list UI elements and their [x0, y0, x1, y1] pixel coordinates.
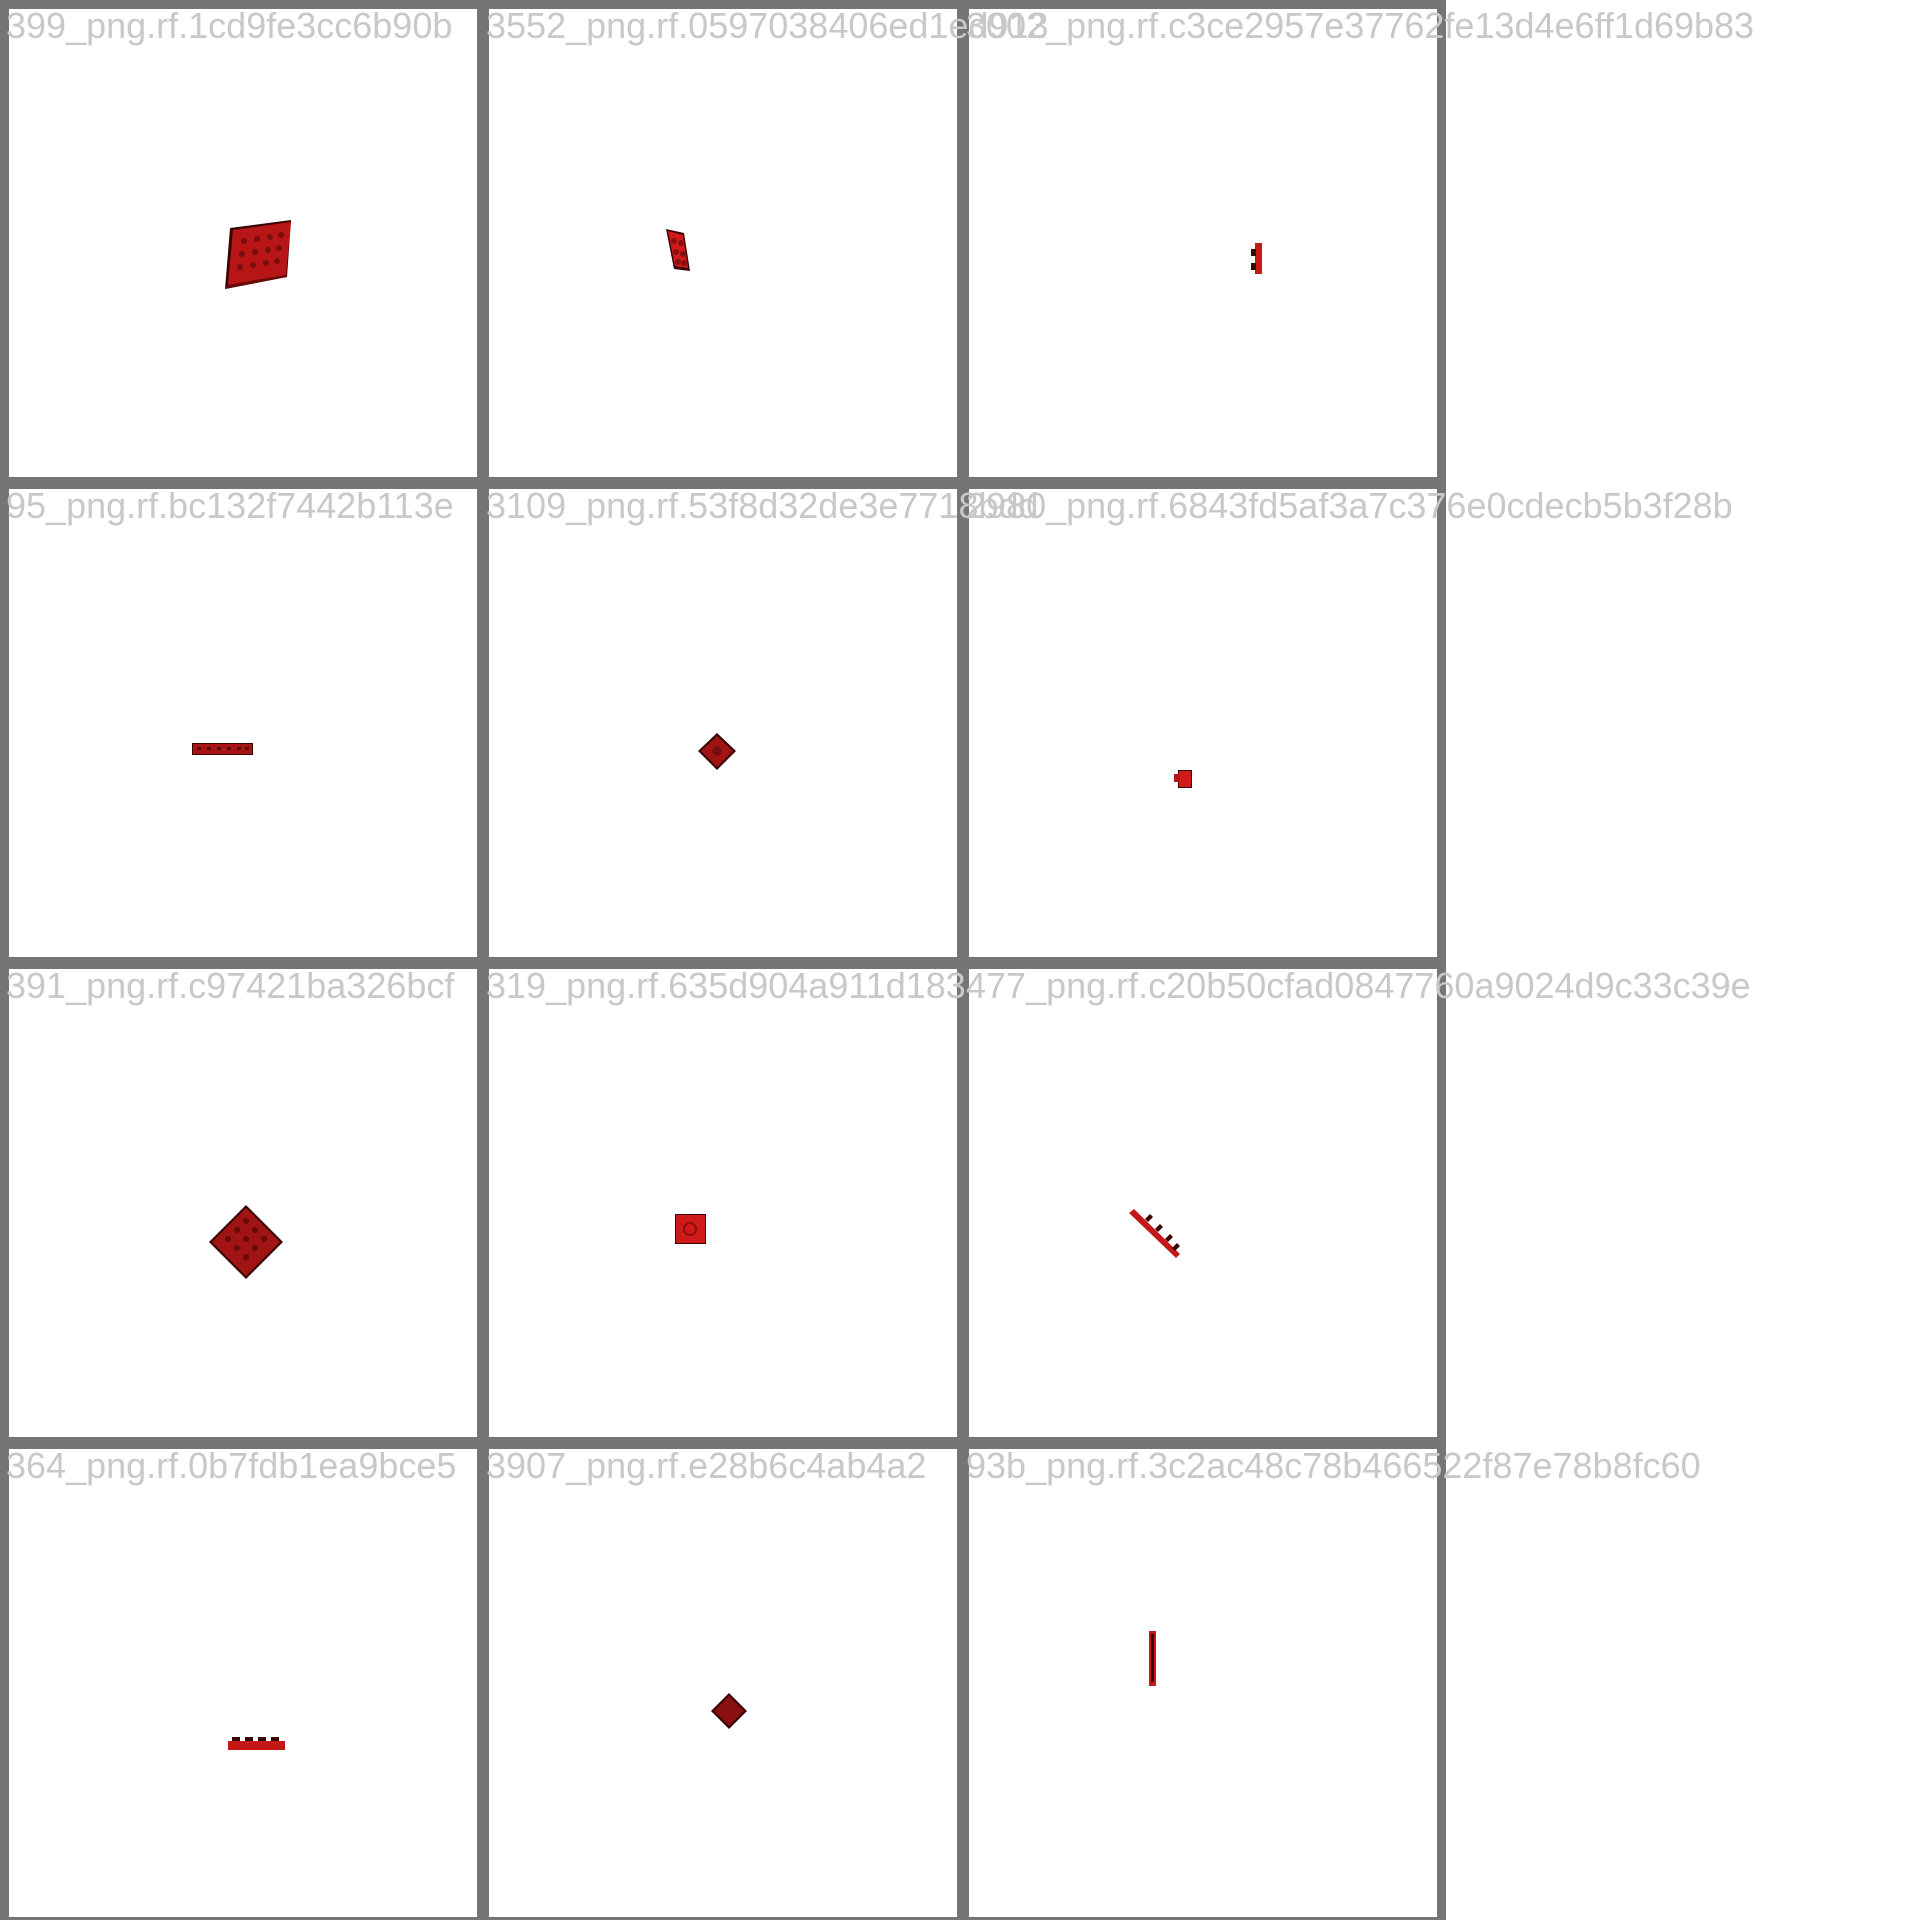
red-lego-plate-6x6	[225, 220, 291, 289]
red-lego-plate-vertical-side	[1149, 1631, 1156, 1686]
red-lego-tile-small-diamond	[711, 1693, 747, 1729]
lego-plate-image	[675, 1214, 706, 1244]
red-lego-plate-side-view	[192, 743, 253, 755]
lego-plate-image	[225, 220, 291, 289]
red-lego-plate-1x4-side	[228, 1737, 285, 1750]
grid-tile	[960, 0, 1446, 486]
lego-plate-image	[209, 1205, 283, 1279]
lego-plate-image	[1149, 1631, 1156, 1686]
red-lego-plate-diagonal	[1129, 1209, 1180, 1258]
grid-tile	[0, 1440, 486, 1920]
grid-tile	[480, 1440, 966, 1920]
grid-tile	[0, 0, 486, 486]
lego-plate-image	[1174, 770, 1192, 788]
grid-tile	[480, 480, 966, 966]
lego-plate-image	[1251, 243, 1262, 274]
lego-plate-image	[192, 743, 253, 755]
grid-tile	[0, 480, 486, 966]
red-lego-brick-small	[1174, 770, 1192, 788]
lego-plate-image	[1129, 1209, 1180, 1258]
grid-tile	[960, 1440, 1446, 1920]
lego-plate-image	[228, 1737, 285, 1750]
grid-tile	[480, 960, 966, 1446]
red-lego-plate-2x2	[675, 1214, 706, 1244]
red-lego-plate-diamond	[209, 1205, 283, 1279]
grid-tile	[480, 0, 966, 486]
red-lego-slope-side-view	[1251, 243, 1262, 274]
grid-tile	[960, 960, 1446, 1446]
lego-plate-image	[698, 733, 736, 770]
lego-plate-image	[666, 229, 690, 271]
grid-tile	[0, 960, 486, 1446]
red-lego-tile-diamond	[698, 733, 736, 770]
red-lego-plate-2x3	[666, 229, 690, 271]
grid-tile	[960, 480, 1446, 966]
lego-plate-image	[711, 1693, 747, 1729]
